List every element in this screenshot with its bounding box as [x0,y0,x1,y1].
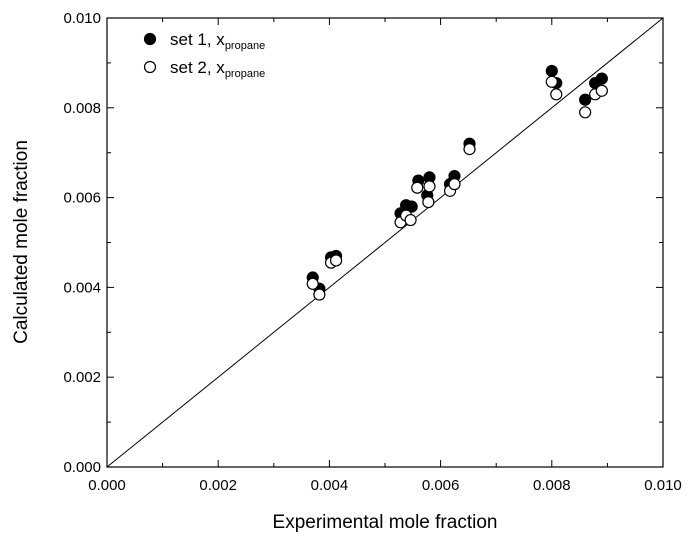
x-axis-title: Experimental mole fraction [273,512,498,533]
data-point [411,181,424,194]
data-point [404,213,417,227]
data-point [595,72,608,85]
data-point [463,143,476,156]
legend: set 1, xpropane set 2, xpropane [143,30,265,80]
data-point [422,195,435,209]
legend-item-set-2: set 2, xpropane [143,58,265,80]
legend-label-set-2: set 2, xpropane [170,58,265,80]
data-point [550,88,563,101]
y-axis-ticks: 0.000 0.002 0.004 0.006 0.008 0.010 [63,10,663,476]
x-axis-ticks: 0.000 0.002 0.004 0.006 0.008 0.010 [88,18,682,494]
data-point [313,288,326,301]
data-point [329,254,343,267]
y-axis-title: Calculated mole fraction [11,140,32,344]
x-tick-label: 0.008 [533,477,571,494]
y-tick-label: 0.010 [63,10,101,27]
data-point [579,93,592,106]
data-point [423,180,436,193]
x-tick-label: 0.004 [311,477,349,494]
y-tick-label: 0.006 [63,190,101,207]
y-tick-label: 0.000 [63,459,101,476]
data-point [545,64,558,78]
x-tick-label: 0.000 [88,477,126,494]
legend-item-set-1: set 1, xpropane [143,30,265,52]
y-tick-label: 0.002 [63,369,101,386]
data-series-group [306,64,608,301]
x-tick-label: 0.006 [422,477,460,494]
data-point [448,178,461,191]
data-point [545,75,558,88]
legend-marker-open-circle [143,60,157,74]
x-tick-label: 0.002 [199,477,237,494]
data-point [579,106,592,119]
legend-marker-filled-circle [143,32,157,46]
y-tick-label: 0.008 [63,100,101,117]
y-tick-label: 0.004 [63,279,101,296]
series-2 [306,75,608,301]
reference-line [106,17,664,468]
data-point [595,84,608,97]
x-tick-label: 0.010 [644,477,682,494]
legend-label-set-1: set 1, xpropane [170,30,265,52]
reference-line-group [106,17,664,468]
data-point [306,277,319,290]
data-point [405,200,418,213]
